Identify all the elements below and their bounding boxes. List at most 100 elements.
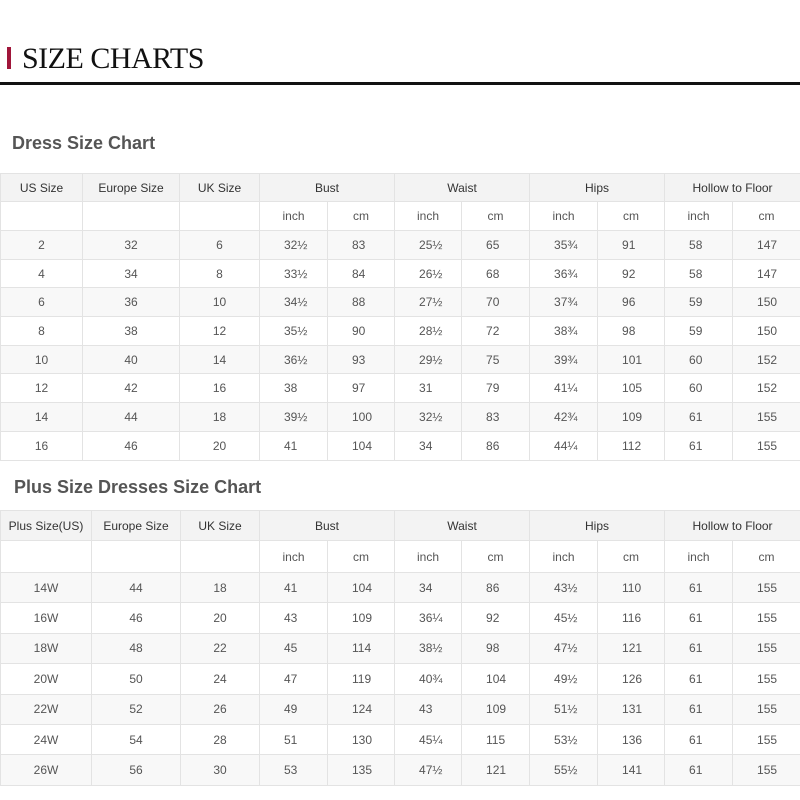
table-cell: 75 bbox=[461, 344, 531, 375]
unit-label: inch bbox=[664, 201, 734, 231]
table-cell: 16 bbox=[179, 373, 260, 404]
table-cell: 34 bbox=[394, 430, 463, 461]
table-cell: 84 bbox=[326, 258, 396, 289]
table-cell: 50 bbox=[91, 663, 181, 695]
column-header: Bust bbox=[258, 173, 396, 202]
plus-size-table: Plus Size(US) Europe Size UK Size Bust Waist… bbox=[0, 510, 800, 786]
table-cell: 45 bbox=[259, 632, 328, 665]
table-cell: 83 bbox=[326, 230, 396, 260]
column-header: Europe Size bbox=[82, 173, 180, 202]
table-cell: 91 bbox=[597, 230, 666, 260]
table-cell: 46 bbox=[91, 602, 181, 634]
unit-label: inch bbox=[529, 201, 599, 231]
table-cell: 136 bbox=[597, 723, 666, 756]
table-cell: 45½ bbox=[529, 602, 599, 634]
table-cell: 49½ bbox=[529, 663, 599, 695]
table-cell: 44 bbox=[82, 402, 180, 432]
table-cell: 59 bbox=[664, 316, 734, 346]
table-cell: 109 bbox=[326, 602, 396, 634]
table-cell: 2 bbox=[0, 230, 83, 260]
table-cell: 155 bbox=[732, 754, 800, 786]
table-cell: 92 bbox=[461, 602, 531, 634]
table-row: 12 42 16 38 97 31 79 41¼ 105 60 152 bbox=[0, 373, 800, 404]
unit-label: inch bbox=[394, 540, 463, 573]
table-cell: 34 bbox=[82, 258, 180, 289]
table-cell: 20W bbox=[0, 663, 92, 695]
empty-cell bbox=[82, 201, 180, 231]
table-cell: 86 bbox=[461, 571, 531, 604]
table-row: 8 38 12 35½ 90 28½ 72 38¾ 98 59 150 bbox=[0, 316, 800, 346]
column-header: Bust bbox=[258, 510, 396, 541]
table-row: 26W 56 30 53 135 47½ 121 55½ 141 61 155 bbox=[0, 754, 800, 786]
column-header: Hips bbox=[529, 510, 666, 541]
column-header: Waist bbox=[394, 510, 531, 541]
table-cell: 14 bbox=[179, 344, 260, 375]
empty-cell bbox=[179, 201, 260, 231]
table-cell: 34½ bbox=[259, 287, 328, 318]
table-cell: 53½ bbox=[529, 723, 599, 756]
column-header: Hips bbox=[529, 173, 666, 202]
unit-label: inch bbox=[394, 201, 463, 231]
header-row: Plus Size(US) Europe Size UK Size Bust Waist… bbox=[0, 510, 800, 541]
table-cell: 40 bbox=[82, 344, 180, 375]
table-row: 4 34 8 33½ 84 26½ 68 36¾ 92 58 147 bbox=[0, 258, 800, 289]
table-cell: 72 bbox=[461, 316, 531, 346]
table-cell: 61 bbox=[664, 723, 734, 756]
column-header: Hollow to Floor bbox=[664, 173, 800, 202]
table-cell: 61 bbox=[664, 602, 734, 634]
unit-label: inch bbox=[529, 540, 599, 573]
unit-label: cm bbox=[732, 201, 800, 231]
dress-chart-title: Dress Size Chart bbox=[12, 133, 156, 153]
table-cell: 41 bbox=[259, 571, 328, 604]
table-cell: 42¾ bbox=[529, 402, 599, 432]
unit-label: cm bbox=[597, 201, 666, 231]
table-cell: 42 bbox=[82, 373, 180, 404]
empty-cell bbox=[0, 540, 92, 573]
table-cell: 39¾ bbox=[529, 344, 599, 375]
table-cell: 52 bbox=[91, 693, 181, 725]
table-cell: 16W bbox=[0, 602, 92, 634]
table-cell: 119 bbox=[326, 663, 396, 695]
table-cell: 104 bbox=[326, 430, 396, 461]
dress-size-table: US Size Europe Size UK Size Bust Waist Hips Ho… bbox=[0, 173, 800, 461]
table-cell: 135 bbox=[326, 754, 396, 786]
table-cell: 98 bbox=[461, 632, 531, 665]
unit-label: cm bbox=[732, 540, 800, 573]
table-cell: 51½ bbox=[529, 693, 599, 725]
table-cell: 116 bbox=[597, 602, 666, 634]
unit-label: inch bbox=[259, 540, 328, 573]
table-cell: 16 bbox=[0, 430, 83, 461]
table-cell: 100 bbox=[326, 402, 396, 432]
table-cell: 141 bbox=[597, 754, 666, 786]
table-cell: 43 bbox=[394, 693, 463, 725]
table-cell: 88 bbox=[326, 287, 396, 318]
table-cell: 41¼ bbox=[529, 373, 599, 404]
table-cell: 12 bbox=[0, 373, 83, 404]
table-cell: 32 bbox=[82, 230, 180, 260]
table-cell: 6 bbox=[0, 287, 83, 318]
unit-label: inch bbox=[259, 201, 328, 231]
accent-bar bbox=[7, 47, 11, 69]
empty-cell bbox=[180, 540, 260, 573]
table-cell: 27½ bbox=[394, 287, 463, 318]
table-cell: 60 bbox=[664, 373, 734, 404]
table-cell: 47½ bbox=[394, 754, 463, 786]
table-cell: 18 bbox=[179, 402, 260, 432]
table-cell: 41 bbox=[259, 430, 328, 461]
table-cell: 155 bbox=[732, 571, 800, 604]
table-row: 24W 54 28 51 130 45¼ 115 53½ 136 61 155 bbox=[0, 723, 800, 756]
column-header: Plus Size(US) bbox=[0, 510, 92, 541]
table-cell: 90 bbox=[326, 316, 396, 346]
table-cell: 38½ bbox=[394, 632, 463, 665]
unit-label: cm bbox=[461, 540, 531, 573]
divider bbox=[0, 82, 800, 85]
table-cell: 126 bbox=[597, 663, 666, 695]
table-cell: 58 bbox=[664, 230, 734, 260]
table-cell: 61 bbox=[664, 632, 734, 665]
table-cell: 26½ bbox=[394, 258, 463, 289]
table-cell: 47 bbox=[259, 663, 328, 695]
table-cell: 115 bbox=[461, 723, 531, 756]
column-header: UK Size bbox=[180, 510, 260, 541]
table-cell: 61 bbox=[664, 430, 734, 461]
unit-label: inch bbox=[664, 540, 734, 573]
